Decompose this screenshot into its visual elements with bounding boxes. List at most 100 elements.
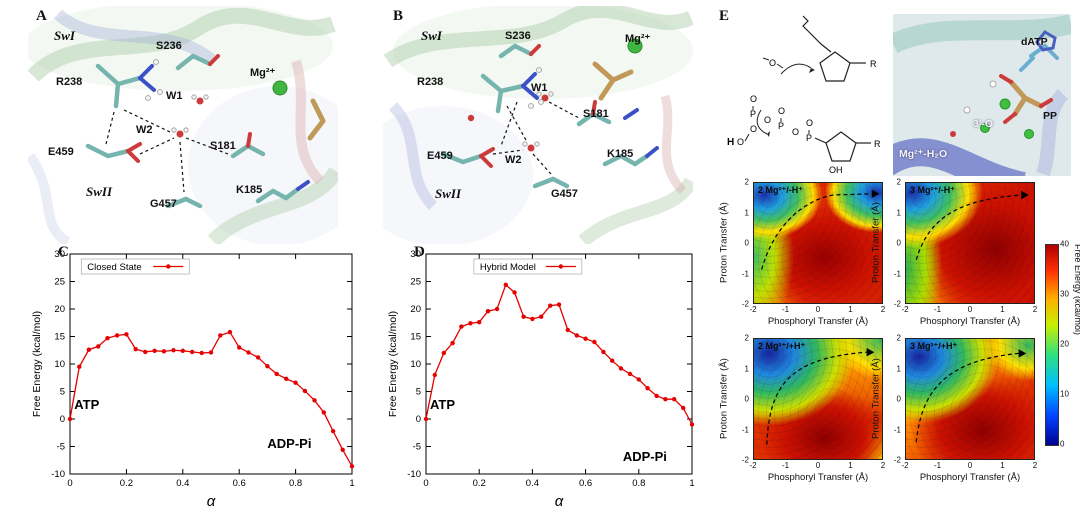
panel-label: D: [414, 244, 425, 260]
r-group-label: R: [870, 59, 877, 69]
heatmap-ylabel: Proton Transfer (Å): [718, 202, 730, 284]
svg-text:O: O: [764, 115, 771, 125]
svg-text:0.2: 0.2: [473, 478, 486, 489]
svg-text:ADP-Pi: ADP-Pi: [267, 436, 311, 451]
residue-label-k185: K185: [236, 184, 263, 196]
panel-a: A SwI S236 Mg²⁺ R238 W1 W2 E459 S181 SwI…: [28, 6, 338, 244]
heatmap-ylabel: Proton Transfer (Å): [718, 358, 730, 440]
svg-text:25: 25: [54, 277, 65, 288]
svg-text:30: 30: [54, 249, 65, 260]
colorbar-label: Free Energy (kcal/mol): [1073, 244, 1080, 336]
free-energy-chart-hybrid-model: -10 -5 0 5 10 15 20 25 30 0 0.2 0.4 0.6 0.8 1 α Free Ene…: [387, 249, 695, 510]
panel-b: B SwI S236 Mg²⁺ R238 W1 S181 E459 W2 K18…: [383, 6, 693, 244]
phosphate-chain: PPP OOO OO O: [750, 94, 813, 143]
water-w1: [196, 97, 204, 105]
x-tick-label: -2: [901, 461, 909, 470]
carbon-sticks: [440, 43, 650, 189]
label-mg-h2o: Mg²⁺-H₂O: [899, 148, 948, 160]
heatmap-xlabel: Phosphoryl Transfer (Å): [919, 316, 1021, 327]
y-tick-label: -2: [893, 455, 901, 465]
y-tick-label: 1: [744, 208, 749, 217]
heatmap-title: 2 Mg²⁺/+H⁺: [758, 341, 806, 351]
y-tick-label: -2: [741, 299, 749, 309]
x-tick-label: 2: [1032, 461, 1038, 470]
x-tick-label: 1: [1000, 305, 1005, 314]
svg-text:20: 20: [54, 304, 65, 315]
svg-text:0: 0: [60, 414, 65, 425]
residue-label-e459: E459: [427, 150, 453, 162]
x-tick-label: -2: [749, 461, 757, 470]
reaction-path-arrow: [906, 349, 1027, 459]
colorbar: [1045, 244, 1059, 446]
svg-text:O: O: [750, 94, 757, 104]
residue-label-r238: R238: [417, 76, 444, 88]
phosphate-sticks: [592, 61, 634, 101]
svg-text:O: O: [750, 124, 757, 134]
y-tick-label: 0: [744, 238, 749, 248]
attacking-water-oxygen: O: [769, 58, 776, 68]
x-tick-label: 0: [967, 461, 973, 470]
y-tick-label: -1: [741, 269, 749, 278]
colorbar-tick-label: 10: [1060, 389, 1069, 399]
svg-text:Closed State: Closed State: [87, 262, 141, 273]
x-tick-label: 0: [815, 461, 821, 470]
residue-label-s181: S181: [210, 140, 236, 152]
heatmap-xlabel: Phosphoryl Transfer (Å): [919, 472, 1021, 483]
nitrogen-sticks: [521, 72, 659, 158]
ligand-label-pp: PP: [1043, 110, 1058, 122]
svg-text:1: 1: [349, 478, 354, 489]
molecular-structure-art-b: [383, 6, 693, 244]
residue-label-g457: G457: [150, 198, 177, 210]
panel-label: B: [393, 8, 404, 24]
panel-c: C -10 -5 0 5 10 15 20 25 30 0 0.2 0.4 0.6 0.8 1 α Free E…: [28, 244, 362, 512]
water-extra: [467, 114, 475, 122]
y-tick-label: -1: [741, 425, 749, 434]
water-w1: [541, 94, 549, 102]
svg-text:0.4: 0.4: [176, 478, 189, 489]
molecular-structure-art-a: [28, 6, 338, 244]
colorbar-tick-label: 0: [1060, 439, 1065, 449]
reaction-scheme-drawing: R PPP OOO OO O H O O R OH: [727, 15, 881, 175]
x-tick-label: -1: [781, 305, 790, 314]
heatmap-plot: 3 Mg²⁺/-H⁺: [905, 182, 1035, 304]
x-tick-label: -2: [749, 305, 757, 314]
hydrogen-atoms: [522, 67, 554, 147]
ligand-label-datp: dATP: [1021, 36, 1048, 48]
svg-text:Free Energy (kcal/mol): Free Energy (kcal/mol): [31, 311, 43, 417]
oxygen-sticks: [126, 54, 252, 163]
y-tick-label: -1: [893, 425, 901, 434]
y-tick-label: 0: [896, 238, 901, 248]
svg-text:P: P: [750, 109, 756, 119]
svg-text:-5: -5: [57, 442, 65, 453]
x-tick-label: 1: [1000, 461, 1005, 470]
colorbar-tick-label: 40: [1060, 239, 1069, 249]
y-tick-label: 0: [896, 394, 901, 404]
x-axis-ticks: -2 -1 0 1 2: [749, 304, 886, 315]
heatmap-2mg-minus-h: 2 Mg²⁺/-H⁺ -2 -1 0 1 2 -2 -1 0 1 2 Phosphoryl Tr…: [719, 178, 886, 328]
heatmap-3mg-plus-h: 3 Mg²⁺/+H⁺ -2 -1 0 1 2 -2 -1 0 1 2 Phosphoryl Tr…: [871, 334, 1038, 484]
y-tick-label: 0: [744, 394, 749, 404]
residue-label-s236: S236: [156, 40, 182, 52]
y-tick-label: 1: [744, 364, 749, 373]
svg-text:0.6: 0.6: [579, 478, 592, 489]
svg-text:25: 25: [410, 277, 421, 288]
x-tick-label: 2: [880, 305, 886, 314]
reaction-path-arrow: [754, 189, 880, 303]
water-label-w1: W1: [531, 82, 548, 94]
y-tick-label: 2: [896, 333, 901, 343]
svg-text:-5: -5: [413, 442, 421, 453]
hydrogen-bonds: [105, 109, 229, 193]
residue-label-g457: G457: [551, 188, 578, 200]
heatmap-title: 2 Mg²⁺/-H⁺: [758, 185, 803, 195]
y-tick-label: -1: [893, 269, 901, 278]
svg-text:α: α: [555, 493, 564, 510]
colorbar-tick-label: 20: [1060, 339, 1069, 349]
svg-text:30: 30: [410, 249, 421, 260]
ion-label-mg: Mg²⁺: [625, 33, 651, 45]
heatmap-xlabel: Phosphoryl Transfer (Å): [767, 472, 869, 483]
region-label-swi: SwI: [54, 28, 75, 43]
heatmap-plot: 2 Mg²⁺/-H⁺: [753, 182, 883, 304]
y-tick-label: 2: [896, 177, 901, 187]
y-tick-label: 1: [896, 364, 901, 373]
y-axis-ticks: -2 -1 0 1 2: [887, 178, 903, 309]
